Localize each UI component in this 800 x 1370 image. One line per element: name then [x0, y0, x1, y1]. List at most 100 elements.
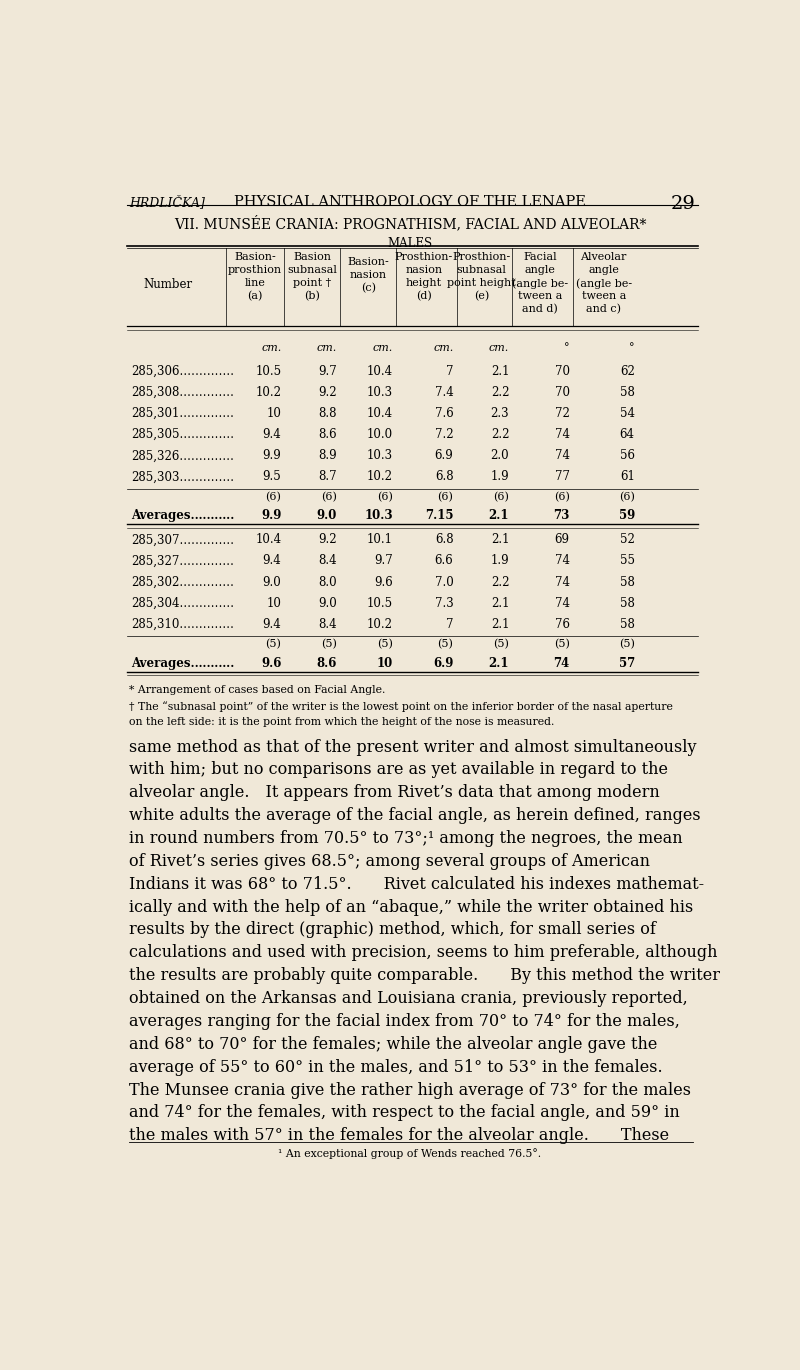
Text: (6): (6) [619, 492, 634, 501]
Text: 57: 57 [618, 656, 634, 670]
Text: PHYSICAL ANTHROPOLOGY OF THE LENAPE: PHYSICAL ANTHROPOLOGY OF THE LENAPE [234, 195, 586, 210]
Text: Averages.……….: Averages.………. [131, 510, 234, 522]
Text: averages ranging for the facial index from 70° to 74° for the males,: averages ranging for the facial index fr… [130, 1012, 680, 1030]
Text: 10: 10 [266, 407, 282, 421]
Text: 74: 74 [554, 429, 570, 441]
Text: ically and with the help of an “abaque,” while the writer obtained his: ically and with the help of an “abaque,”… [130, 899, 694, 915]
Text: 76: 76 [554, 618, 570, 632]
Text: 10.0: 10.0 [367, 429, 393, 441]
Text: 9.2: 9.2 [318, 386, 337, 399]
Text: (6): (6) [438, 492, 454, 501]
Text: cm.: cm. [261, 342, 282, 353]
Text: 6.9: 6.9 [434, 449, 454, 462]
Text: (5): (5) [438, 640, 454, 649]
Text: Basion-
nasion
(c): Basion- nasion (c) [347, 256, 389, 293]
Text: 2.1: 2.1 [489, 510, 510, 522]
Text: 74: 74 [554, 597, 570, 610]
Text: the males with 57° in the females for the alveolar angle.  These: the males with 57° in the females for th… [130, 1128, 670, 1144]
Text: (5): (5) [494, 640, 510, 649]
Text: 58: 58 [620, 575, 634, 589]
Text: 7: 7 [446, 364, 454, 378]
Text: 59: 59 [618, 510, 634, 522]
Text: 9.2: 9.2 [318, 533, 337, 547]
Text: 7.0: 7.0 [434, 575, 454, 589]
Text: 2.1: 2.1 [490, 618, 510, 632]
Text: 10.5: 10.5 [367, 597, 393, 610]
Text: 7.4: 7.4 [434, 386, 454, 399]
Text: 7.2: 7.2 [434, 429, 454, 441]
Text: 285,302.………….: 285,302.…………. [131, 575, 234, 589]
Text: 285,303.………….: 285,303.…………. [131, 470, 234, 484]
Text: 285,307.………….: 285,307.…………. [131, 533, 234, 547]
Text: 58: 58 [620, 618, 634, 632]
Text: (6): (6) [494, 492, 510, 501]
Text: in round numbers from 70.5° to 73°;¹ among the negroes, the mean: in round numbers from 70.5° to 73°;¹ amo… [130, 830, 683, 847]
Text: cm.: cm. [317, 342, 337, 353]
Text: 2.0: 2.0 [490, 449, 510, 462]
Text: average of 55° to 60° in the males, and 51° to 53° in the females.: average of 55° to 60° in the males, and … [130, 1059, 663, 1075]
Text: 9.4: 9.4 [262, 555, 282, 567]
Text: 10.3: 10.3 [367, 449, 393, 462]
Text: 55: 55 [620, 555, 634, 567]
Text: MALES: MALES [387, 237, 433, 249]
Text: 74: 74 [554, 656, 570, 670]
Text: 9.0: 9.0 [262, 575, 282, 589]
Text: 73: 73 [554, 510, 570, 522]
Text: (6): (6) [554, 492, 570, 501]
Text: 62: 62 [620, 364, 634, 378]
Text: 285,308.………….: 285,308.…………. [131, 386, 234, 399]
Text: (6): (6) [377, 492, 393, 501]
Text: 2.1: 2.1 [490, 364, 510, 378]
Text: Basion-
prosthion
line
(a): Basion- prosthion line (a) [228, 252, 282, 301]
Text: 9.6: 9.6 [374, 575, 393, 589]
Text: (6): (6) [322, 492, 337, 501]
Text: calculations and used with precision, seems to him preferable, although: calculations and used with precision, se… [130, 944, 718, 962]
Text: obtained on the Arkansas and Louisiana crania, previously reported,: obtained on the Arkansas and Louisiana c… [130, 991, 688, 1007]
Text: ¹ An exceptional group of Wends reached 76.5°.: ¹ An exceptional group of Wends reached … [278, 1148, 542, 1159]
Text: 10.4: 10.4 [255, 533, 282, 547]
Text: Alveolar
angle
(angle be-
tween a
and c): Alveolar angle (angle be- tween a and c) [576, 252, 632, 315]
Text: * Arrangement of cases based on Facial Angle.: * Arrangement of cases based on Facial A… [130, 685, 386, 695]
Text: 6.8: 6.8 [434, 533, 454, 547]
Text: 7.6: 7.6 [434, 407, 454, 421]
Text: Facial
angle
(angle be-
tween a
and d): Facial angle (angle be- tween a and d) [512, 252, 568, 315]
Text: (5): (5) [619, 640, 634, 649]
Text: 77: 77 [554, 470, 570, 484]
Text: cm.: cm. [433, 342, 454, 353]
Text: Prosthion-
nasion
height
(d): Prosthion- nasion height (d) [395, 252, 453, 301]
Text: 74: 74 [554, 555, 570, 567]
Text: 9.5: 9.5 [262, 470, 282, 484]
Text: 7: 7 [446, 618, 454, 632]
Text: 72: 72 [554, 407, 570, 421]
Text: 69: 69 [554, 533, 570, 547]
Text: The Munsee crania give the rather high average of 73° for the males: The Munsee crania give the rather high a… [130, 1081, 691, 1099]
Text: 1.9: 1.9 [490, 555, 510, 567]
Text: 10.4: 10.4 [367, 364, 393, 378]
Text: 6.9: 6.9 [433, 656, 454, 670]
Text: 2.2: 2.2 [490, 575, 510, 589]
Text: 2.3: 2.3 [490, 407, 510, 421]
Text: 10.4: 10.4 [367, 407, 393, 421]
Text: 54: 54 [620, 407, 634, 421]
Text: Basion
subnasal
point †
(b): Basion subnasal point † (b) [287, 252, 338, 301]
Text: 9.4: 9.4 [262, 429, 282, 441]
Text: 285,301.………….: 285,301.…………. [131, 407, 234, 421]
Text: 285,310.………….: 285,310.…………. [131, 618, 234, 632]
Text: 9.9: 9.9 [262, 449, 282, 462]
Text: 9.9: 9.9 [261, 510, 282, 522]
Text: 10: 10 [266, 597, 282, 610]
Text: 9.6: 9.6 [261, 656, 282, 670]
Text: 10.5: 10.5 [255, 364, 282, 378]
Text: °: ° [629, 342, 634, 353]
Text: VII. MUNSÉE CRANIA: PROGNATHISM, FACIAL AND ALVEOLAR*: VII. MUNSÉE CRANIA: PROGNATHISM, FACIAL … [174, 216, 646, 232]
Text: 8.7: 8.7 [318, 470, 337, 484]
Text: 9.7: 9.7 [374, 555, 393, 567]
Text: 8.9: 8.9 [318, 449, 337, 462]
Text: the results are probably quite comparable.  By this method the writer: the results are probably quite comparabl… [130, 967, 721, 984]
Text: (5): (5) [377, 640, 393, 649]
Text: 285,326.………….: 285,326.…………. [131, 449, 234, 462]
Text: and 68° to 70° for the females; while the alveolar angle gave the: and 68° to 70° for the females; while th… [130, 1036, 658, 1052]
Text: (5): (5) [266, 640, 282, 649]
Text: cm.: cm. [373, 342, 393, 353]
Text: 2.2: 2.2 [490, 386, 510, 399]
